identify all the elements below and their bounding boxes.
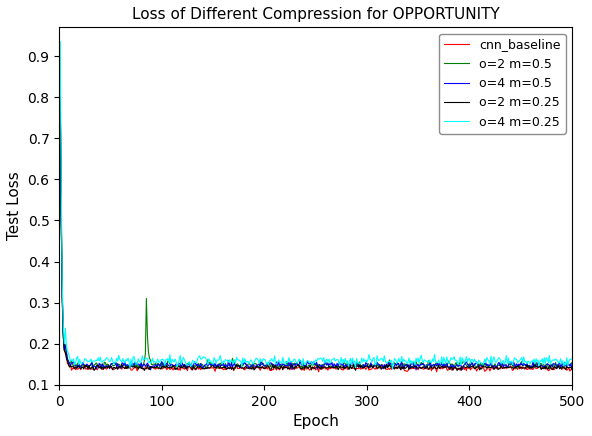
Line: o=4 m=0.25: o=4 m=0.25	[60, 42, 572, 369]
o=4 m=0.5	[300, 363, 307, 368]
cnn_baseline	[300, 367, 307, 372]
o=4 m=0.25	[361, 359, 368, 364]
cnn_baseline	[334, 364, 342, 369]
o=4 m=0.5	[303, 363, 310, 368]
o=4 m=0.5	[477, 363, 484, 368]
o=4 m=0.5	[57, 95, 64, 100]
Legend: cnn_baseline, o=2 m=0.5, o=4 m=0.5, o=2 m=0.25, o=4 m=0.25: cnn_baseline, o=2 m=0.5, o=4 m=0.5, o=2 …	[439, 34, 566, 133]
o=2 m=0.25	[568, 367, 575, 372]
o=4 m=0.25	[477, 360, 484, 365]
Line: o=2 m=0.25: o=2 m=0.25	[60, 97, 572, 371]
cnn_baseline	[557, 364, 564, 370]
o=2 m=0.25	[303, 364, 310, 369]
Line: o=4 m=0.5: o=4 m=0.5	[60, 97, 572, 370]
cnn_baseline	[315, 369, 322, 375]
cnn_baseline	[57, 95, 64, 100]
o=2 m=0.5	[477, 360, 484, 365]
o=4 m=0.25	[57, 39, 64, 44]
o=2 m=0.25	[361, 364, 368, 369]
o=4 m=0.5	[557, 365, 564, 370]
o=2 m=0.5	[557, 364, 564, 370]
o=2 m=0.5	[568, 360, 575, 365]
o=2 m=0.5	[334, 364, 342, 369]
o=4 m=0.5	[413, 368, 420, 373]
o=4 m=0.25	[333, 357, 340, 362]
cnn_baseline	[477, 366, 484, 371]
o=2 m=0.25	[477, 366, 484, 371]
o=2 m=0.5	[301, 365, 308, 371]
o=2 m=0.25	[333, 364, 340, 370]
o=2 m=0.5	[304, 366, 311, 371]
Line: o=2 m=0.5: o=2 m=0.5	[60, 97, 572, 369]
cnn_baseline	[568, 366, 575, 371]
o=4 m=0.25	[300, 356, 307, 361]
o=2 m=0.25	[300, 365, 307, 370]
o=4 m=0.25	[568, 356, 575, 361]
o=2 m=0.25	[453, 368, 461, 373]
cnn_baseline	[303, 366, 310, 371]
o=2 m=0.5	[134, 367, 141, 372]
o=4 m=0.5	[361, 364, 368, 370]
cnn_baseline	[362, 367, 369, 372]
Title: Loss of Different Compression for OPPORTUNITY: Loss of Different Compression for OPPORT…	[131, 7, 500, 22]
o=2 m=0.25	[57, 95, 64, 100]
o=4 m=0.25	[303, 359, 310, 364]
Y-axis label: Test Loss: Test Loss	[7, 172, 22, 240]
o=2 m=0.5	[57, 95, 64, 100]
o=4 m=0.5	[568, 366, 575, 371]
o=4 m=0.25	[557, 356, 564, 361]
o=2 m=0.5	[362, 363, 369, 368]
o=4 m=0.25	[389, 366, 396, 371]
o=2 m=0.25	[557, 365, 564, 370]
Line: cnn_baseline: cnn_baseline	[60, 97, 572, 372]
o=4 m=0.5	[333, 361, 340, 366]
X-axis label: Epoch: Epoch	[292, 414, 339, 429]
